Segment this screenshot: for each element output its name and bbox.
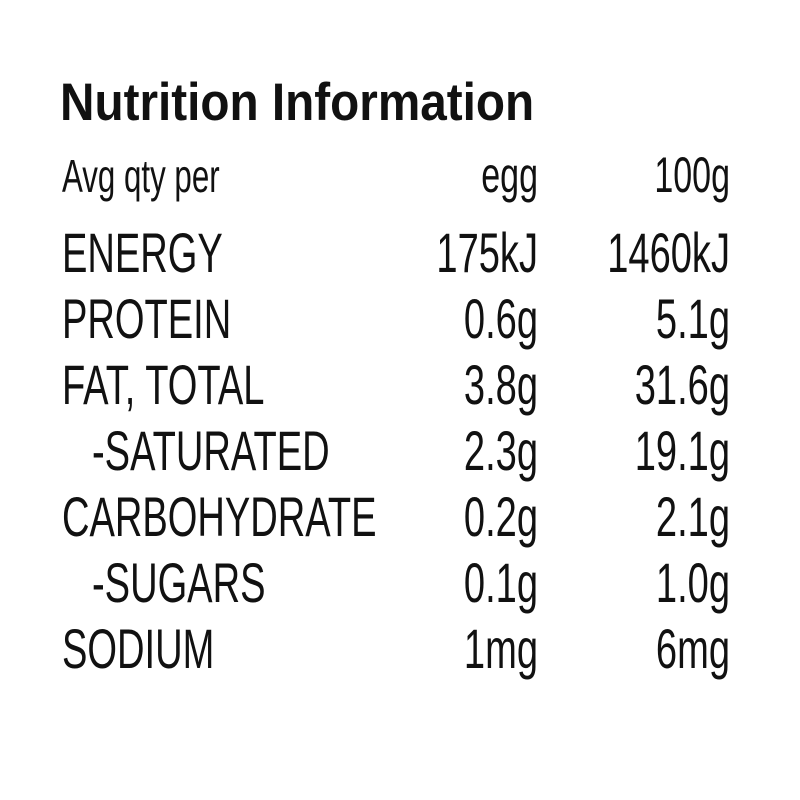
nutrient-value: 0.6g <box>464 289 538 351</box>
nutrient-name: ENERGY <box>62 223 223 285</box>
header-cell: Avg qty per <box>62 151 220 202</box>
nutrient-value: 3.8g <box>464 355 538 417</box>
nutrient-value: 175kJ <box>436 223 538 285</box>
title: Nutrition Information <box>60 72 534 132</box>
nutrient-name: -SUGARS <box>92 553 265 615</box>
nutrient-value: 0.2g <box>464 487 538 549</box>
nutrient-value: 2.1g <box>656 487 730 549</box>
nutrient-name: PROTEIN <box>62 289 231 351</box>
nutrient-name: FAT, TOTAL <box>62 355 264 417</box>
nutrient-value: 1460kJ <box>607 223 730 285</box>
header-cell: egg <box>481 148 538 204</box>
nutrient-value: 0.1g <box>464 553 538 615</box>
nutrient-value: 19.1g <box>635 421 730 483</box>
nutrient-value: 6mg <box>656 619 730 681</box>
nutrient-name: SODIUM <box>62 619 214 681</box>
nutrient-name: CARBOHYDRATE <box>62 487 376 549</box>
nutrient-name: -SATURATED <box>92 421 330 483</box>
nutrient-value: 5.1g <box>656 289 730 351</box>
nutrient-value: 1.0g <box>656 553 730 615</box>
nutrient-value: 31.6g <box>635 355 730 417</box>
nutrient-value: 1mg <box>464 619 538 681</box>
nutrient-value: 2.3g <box>464 421 538 483</box>
header-cell: 100g <box>654 148 730 204</box>
